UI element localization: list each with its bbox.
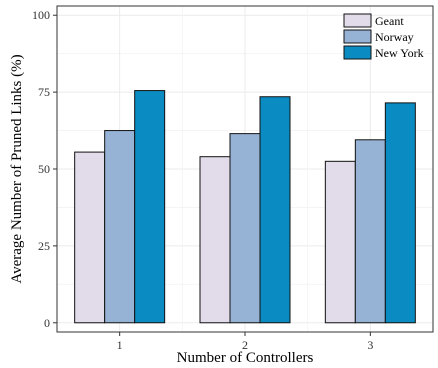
y-tick-label: 100 — [32, 8, 50, 22]
legend-label: Geant — [375, 14, 404, 28]
x-tick-label: 1 — [117, 338, 123, 352]
y-axis-label: Average Number of Pruned Links (%) — [9, 54, 25, 283]
bar-norway-2 — [229, 133, 261, 324]
bar-norway-1 — [104, 130, 136, 324]
bar-new-york-1 — [134, 90, 166, 324]
y-axis-ticks: 0 25 50 75 100 — [32, 8, 57, 330]
y-tick-label: 75 — [38, 85, 50, 99]
y-tick-label: 50 — [38, 162, 50, 176]
x-axis-label: Number of Controllers — [177, 350, 314, 366]
legend-swatch-norway — [343, 29, 372, 44]
legend-label: New York — [375, 46, 424, 60]
bar-norway-3 — [354, 139, 386, 324]
x-tick-label: 3 — [367, 338, 373, 352]
y-tick-label: 0 — [44, 316, 50, 330]
bar-new-york-3 — [384, 102, 416, 324]
x-tick-label: 2 — [242, 338, 248, 352]
bars — [74, 90, 416, 324]
bar-new-york-2 — [259, 96, 291, 324]
bar-geant-1 — [74, 151, 106, 324]
legend: Geant Norway New York — [343, 13, 424, 60]
x-axis-ticks: 1 2 3 — [117, 332, 373, 352]
bar-geant-3 — [324, 160, 356, 324]
y-tick-label: 25 — [38, 239, 50, 253]
legend-swatch-new-york — [343, 45, 372, 60]
legend-label: Norway — [375, 30, 414, 44]
bar-geant-2 — [199, 156, 231, 324]
legend-swatch-geant — [343, 13, 372, 28]
